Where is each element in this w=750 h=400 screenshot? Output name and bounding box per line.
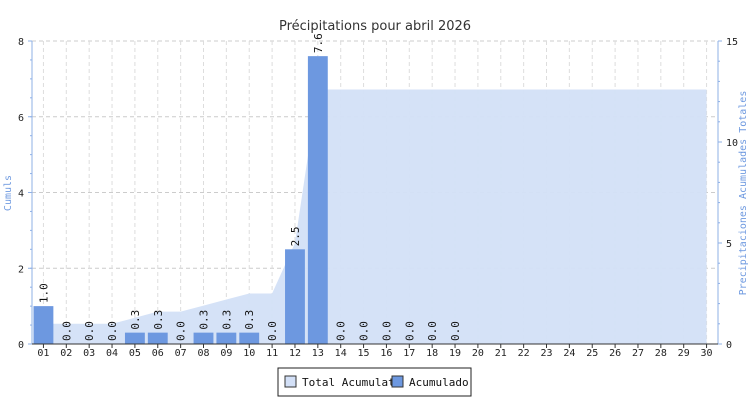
area-total-acumulat	[43, 89, 707, 344]
y-tick-label-right: 0	[726, 340, 732, 351]
bar-value-label: 0.0	[266, 321, 279, 341]
bar-value-label: 1.0	[37, 283, 50, 303]
x-tick-label: 13	[312, 348, 324, 359]
y-tick-label-right: 15	[726, 37, 738, 48]
y-tick-label-left: 8	[18, 37, 24, 48]
x-tick-label: 14	[335, 348, 347, 359]
x-tick-label: 23	[540, 348, 552, 359]
x-tick-label: 19	[449, 348, 461, 359]
bar-value-label: 0.3	[220, 310, 233, 330]
bar-acumulado-10	[239, 332, 260, 344]
x-tick-label: 08	[197, 348, 209, 359]
x-tick-label: 03	[83, 348, 95, 359]
x-tick-label: 06	[152, 348, 164, 359]
bar-acumulado-13	[307, 56, 328, 345]
x-tick-label: 16	[380, 348, 392, 359]
y-tick-label-left: 0	[18, 340, 24, 351]
x-tick-label: 01	[37, 348, 49, 359]
y-tick-label-left: 2	[18, 264, 24, 275]
y-axis-left-title: Cumuls	[3, 175, 14, 211]
y-tick-label-left: 6	[18, 113, 24, 124]
y-tick-label-left: 4	[18, 189, 24, 200]
bar-value-label: 2.5	[289, 226, 302, 246]
bar-acumulado-05	[124, 332, 145, 344]
x-tick-label: 25	[586, 348, 598, 359]
bar-acumulado-12	[285, 249, 305, 344]
legend-swatch-total-acumulat	[284, 375, 297, 388]
bar-value-label: 0.0	[380, 321, 393, 341]
x-tick-label: 18	[426, 348, 438, 359]
bar-acumulado-09	[216, 332, 237, 344]
y-axis-right-title: Precipitaciones Acumulades Totales	[738, 91, 749, 296]
legend-swatch-acumulado	[391, 375, 404, 388]
x-tick-label: 04	[106, 348, 118, 359]
x-tick-label: 11	[266, 348, 278, 359]
x-tick-label: 29	[678, 348, 690, 359]
legend-label-total-acumulat: Total Acumulat	[302, 376, 395, 389]
x-tick-label: 28	[655, 348, 667, 359]
x-tick-label: 22	[518, 348, 530, 359]
bar-value-label: 0.0	[60, 321, 73, 341]
x-tick-label: 15	[358, 348, 370, 359]
x-tick-label: 26	[609, 348, 621, 359]
bar-value-label: 7.6	[312, 33, 325, 53]
bar-acumulado-01	[33, 306, 54, 344]
legend-box	[277, 367, 472, 397]
bar-value-label: 0.3	[243, 310, 256, 330]
bar-value-label: 0.0	[175, 321, 188, 341]
x-tick-label: 09	[220, 348, 232, 359]
bar-value-label: 0.3	[198, 310, 211, 330]
bar-value-label: 0.0	[403, 321, 416, 341]
x-tick-label: 21	[495, 348, 507, 359]
y-tick-label-right: 5	[726, 239, 732, 250]
x-tick-label: 02	[60, 348, 72, 359]
x-tick-label: 10	[243, 348, 255, 359]
bar-value-label: 0.0	[335, 321, 348, 341]
x-tick-label: 20	[472, 348, 484, 359]
bar-value-label: 0.0	[83, 321, 96, 341]
x-tick-label: 30	[701, 348, 713, 359]
x-tick-label: 07	[175, 348, 187, 359]
bar-acumulado-06	[147, 332, 168, 344]
x-tick-label: 12	[289, 348, 301, 359]
x-tick-label: 27	[632, 348, 644, 359]
legend-label-acumulado: Acumulado	[409, 376, 469, 389]
bar-value-label: 0.0	[426, 321, 439, 341]
x-tick-label: 05	[129, 348, 141, 359]
x-tick-label: 24	[563, 348, 575, 359]
bar-value-label: 0.3	[129, 310, 142, 330]
x-tick-label: 17	[403, 348, 415, 359]
y-tick-label-right: 10	[726, 138, 738, 149]
bar-value-label: 0.0	[106, 321, 119, 341]
bar-value-label: 0.0	[358, 321, 371, 341]
chart-title: Précipitations pour abril 2026	[279, 19, 471, 34]
bar-value-label: 0.0	[449, 321, 462, 341]
bar-value-label: 0.3	[152, 310, 165, 330]
bar-acumulado-08	[193, 332, 214, 344]
